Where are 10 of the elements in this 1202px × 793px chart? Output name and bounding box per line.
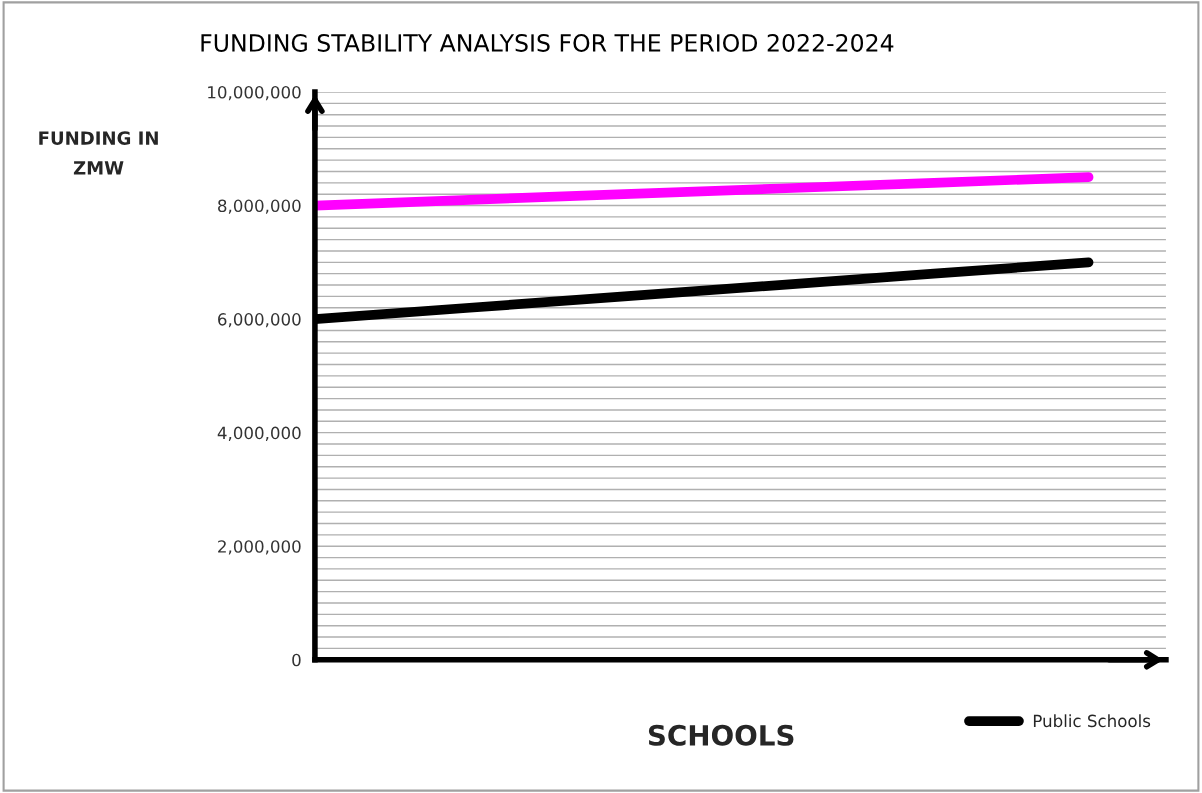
y-tick-label: 8,000,000 [218,199,301,214]
y-axis-title: FUNDING IN ZMW [39,131,158,175]
y-tick-label: 6,000,000 [218,313,301,328]
y-tick-label: 10,000,000 [208,85,301,101]
y-tick-label: 0 [292,653,301,667]
x-axis-title: SCHOOLS [648,724,794,746]
legend-label: Public Schools [1033,714,1151,728]
y-tick-label: 2,000,000 [218,540,301,555]
chart-title: FUNDING STABILITY ANALYSIS FOR THE PERIOD 2022-2024 [201,34,894,52]
y-tick-label: 4,000,000 [217,426,301,441]
